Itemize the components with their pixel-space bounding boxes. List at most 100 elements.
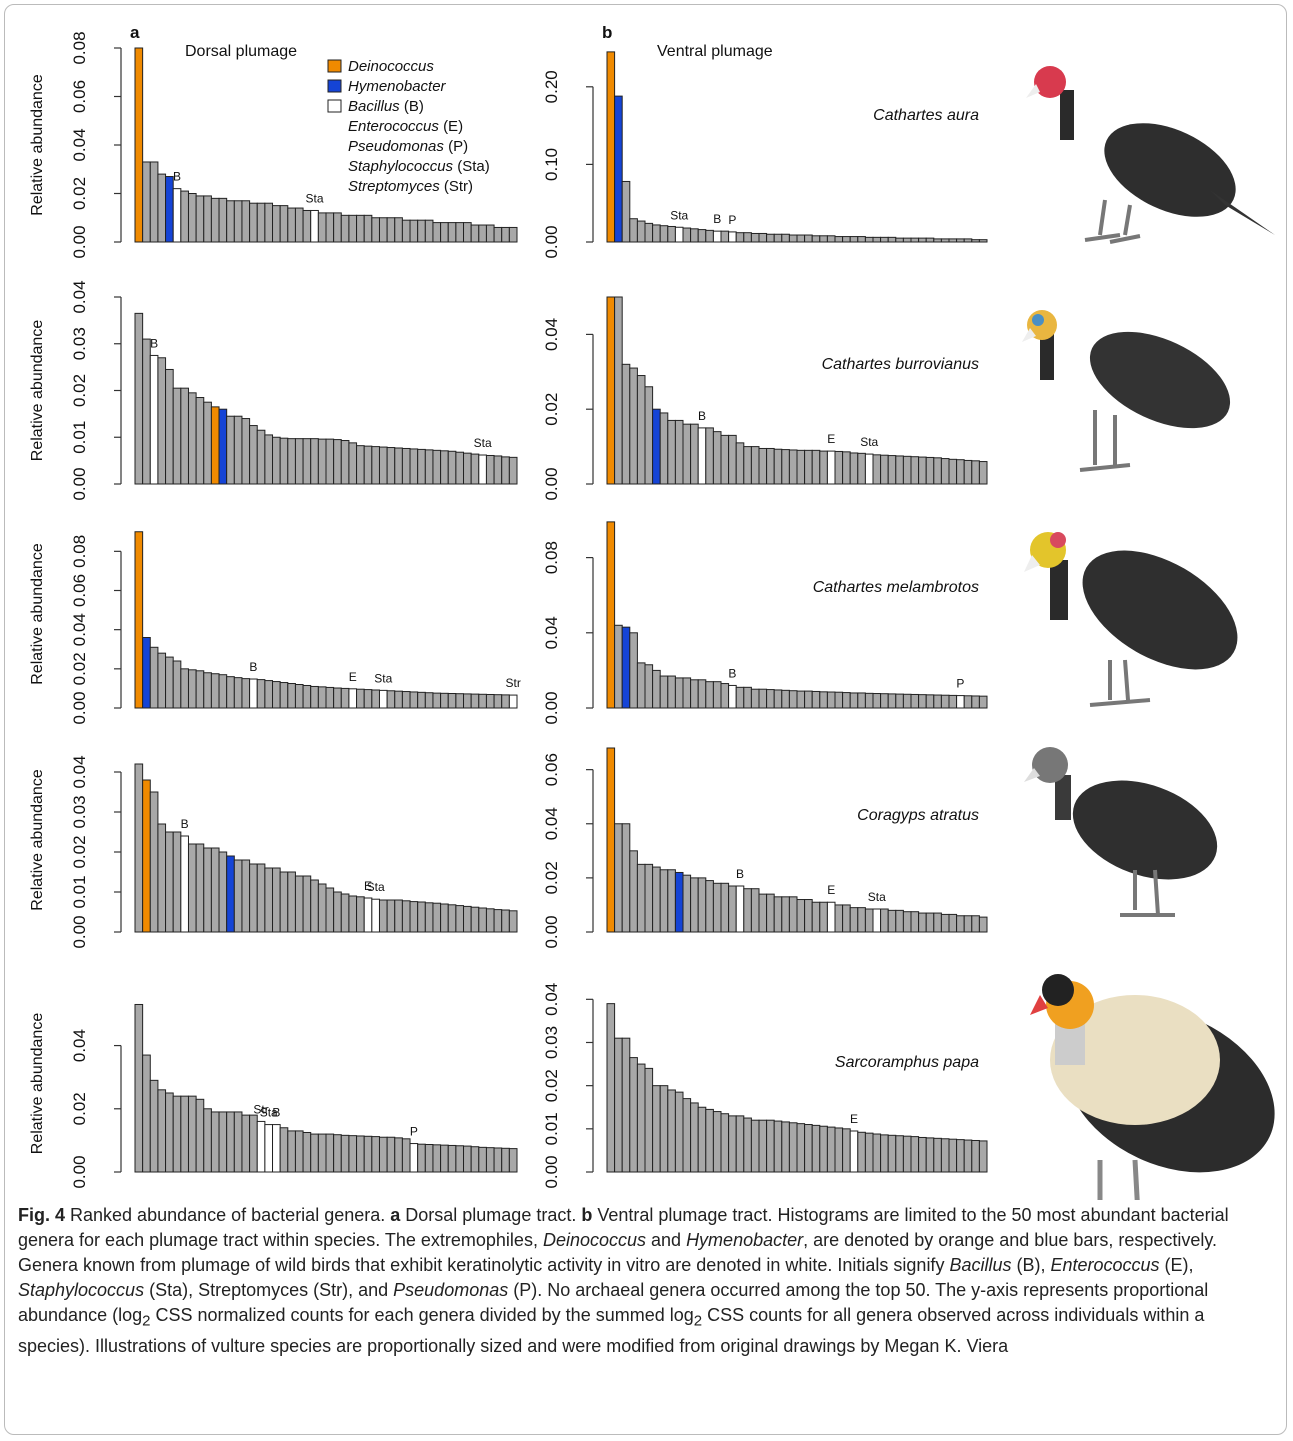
y-tick-label: 0.06 — [70, 574, 89, 607]
bar — [485, 693, 495, 709]
bar — [508, 226, 518, 243]
bar — [508, 1148, 518, 1173]
bar — [826, 691, 836, 709]
bar-annotation: Str — [506, 676, 521, 690]
bar — [659, 1085, 669, 1173]
bar — [811, 1124, 821, 1173]
species-name: Sarcoramphus papa — [835, 1054, 979, 1071]
bar — [157, 1089, 167, 1173]
bar — [142, 338, 151, 485]
bar — [956, 1139, 965, 1173]
bar — [157, 173, 167, 243]
bar-annotation: P — [410, 1125, 418, 1139]
bar — [621, 626, 631, 709]
y-tick-label: 0.06 — [542, 753, 561, 786]
bar — [887, 693, 897, 709]
bar — [834, 1127, 844, 1173]
bar — [493, 1147, 503, 1173]
bar — [264, 434, 274, 485]
bar — [819, 691, 828, 709]
bar — [440, 222, 449, 243]
bar — [796, 690, 806, 709]
bar — [712, 230, 722, 243]
bar — [674, 871, 684, 933]
bar — [712, 882, 722, 933]
bar — [493, 455, 503, 485]
bar — [409, 691, 419, 709]
y-axis-label: Relative abundance — [29, 543, 46, 685]
bar — [478, 454, 487, 485]
bar — [180, 1095, 189, 1173]
bar — [902, 1135, 912, 1173]
bar — [720, 683, 730, 709]
bar — [811, 235, 821, 243]
caption-text: Ranked abundance of bacterial genera. — [65, 1205, 391, 1225]
y-tick-label: 0.00 — [542, 915, 561, 948]
y-tick-label: 0.02 — [542, 393, 561, 426]
bar — [134, 312, 144, 485]
bar — [333, 1134, 342, 1173]
bar — [317, 212, 327, 243]
caption-text: Deinococcus — [542, 1230, 647, 1250]
bar — [233, 415, 243, 485]
bar — [766, 689, 775, 709]
bar — [149, 791, 159, 933]
bar — [180, 835, 189, 933]
bar — [287, 683, 296, 709]
bar — [440, 692, 449, 709]
bar — [264, 680, 274, 709]
vulture-illustrations — [1022, 66, 1275, 1200]
bar-annotation: B — [249, 660, 257, 674]
bar — [409, 1143, 419, 1173]
y-tick-label: 0.00 — [70, 1155, 89, 1188]
bar — [340, 214, 350, 243]
y-tick-label: 0.02 — [542, 861, 561, 894]
bar — [371, 217, 380, 243]
bar — [256, 1120, 266, 1173]
caption-text: Fig. 4 — [18, 1205, 66, 1225]
vulture-aura — [1026, 66, 1275, 244]
bar — [963, 238, 973, 243]
bar — [363, 897, 373, 933]
bar — [508, 910, 518, 933]
bar — [348, 214, 358, 243]
bar — [187, 669, 197, 709]
y-tick-label: 0.02 — [542, 1069, 561, 1102]
bar — [728, 684, 737, 709]
bar — [667, 225, 676, 243]
bar — [210, 406, 220, 485]
bar — [394, 217, 403, 243]
bar — [925, 456, 935, 485]
bar — [149, 354, 159, 485]
y-tick-label: 0.01 — [70, 875, 89, 908]
bar — [424, 219, 434, 243]
bar — [606, 296, 616, 485]
bar — [249, 678, 258, 709]
bar — [294, 438, 304, 485]
bar-annotation: P — [956, 677, 964, 691]
bar — [895, 237, 904, 243]
bar — [659, 412, 669, 485]
bar — [317, 1133, 327, 1173]
bar — [826, 450, 836, 485]
bar — [371, 1136, 380, 1173]
legend-swatch — [327, 59, 342, 73]
bar — [750, 1119, 760, 1173]
legend-swatch — [327, 99, 342, 113]
bar — [682, 423, 692, 485]
bar — [652, 1085, 661, 1173]
bar — [849, 692, 859, 709]
legend-name: Bacillus — [348, 98, 400, 115]
bar — [417, 219, 426, 243]
bar — [134, 763, 144, 933]
bar — [956, 238, 965, 243]
bar — [682, 677, 692, 709]
bar — [249, 425, 258, 485]
bar — [842, 692, 851, 709]
bar-annotation: Sta — [367, 880, 385, 894]
bar — [720, 1113, 730, 1173]
bar — [880, 454, 889, 485]
bar — [165, 176, 174, 243]
bar — [302, 684, 312, 709]
bar — [233, 859, 243, 933]
